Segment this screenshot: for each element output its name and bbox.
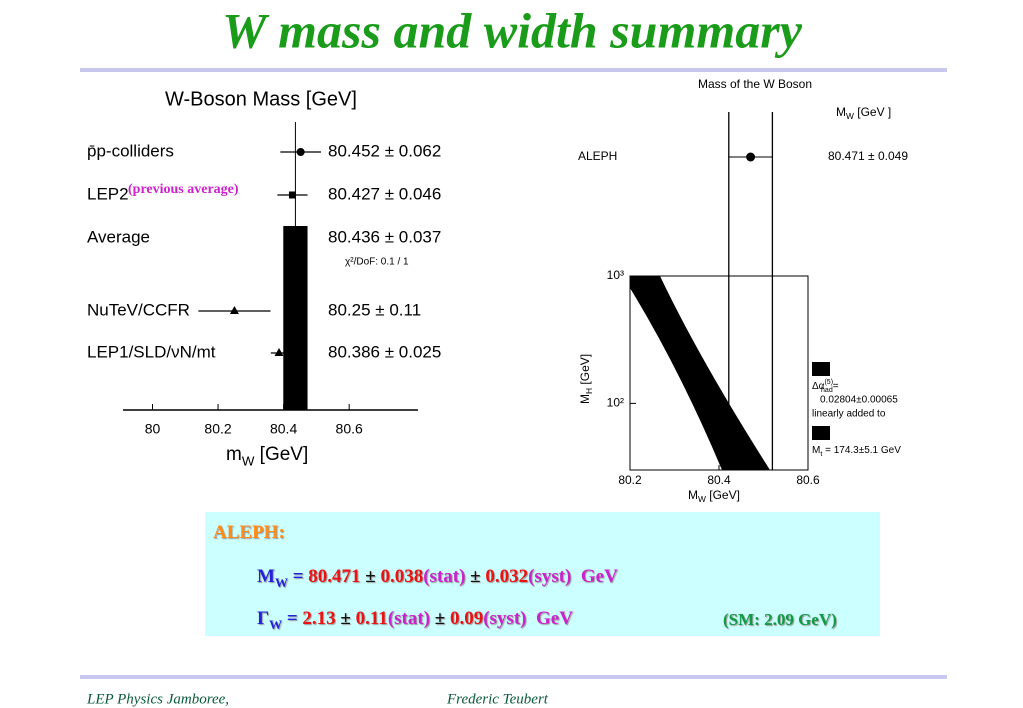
width-line: ΓW = 2.13 ± 0.11(stat) ± 0.09(syst) GeV: [257, 608, 573, 633]
text-segment: 0.038: [380, 566, 424, 587]
text-segment: Γ: [257, 608, 270, 629]
label-symbol: m: [226, 444, 242, 465]
text-segment: ±: [335, 608, 356, 629]
text-segment: ±: [430, 608, 450, 629]
marker: [296, 148, 305, 156]
legend-label: Mt = 174.3±5.1 GeV: [812, 445, 901, 458]
text-segment: (syst): [483, 608, 527, 629]
value-label: 80.471 ± 0.049: [828, 149, 908, 163]
text-segment: GeV: [571, 566, 618, 587]
label-sub: W: [698, 494, 706, 504]
text-segment: (stat): [423, 566, 466, 587]
label-symbol: M: [578, 394, 592, 404]
label-sub: H: [584, 388, 594, 394]
legend-sup: (5): [824, 379, 833, 386]
text-segment: (syst): [528, 566, 572, 587]
x-tick-label: 80.4: [270, 421, 297, 437]
category-label: ALEPH: [578, 149, 617, 163]
text-segment: 80.471: [308, 566, 361, 587]
legend-rest: =: [833, 381, 839, 392]
text-segment: =: [287, 566, 309, 587]
footer-center: Frederic Teubert: [446, 691, 549, 707]
axis-label: mW [GeV]: [226, 444, 308, 468]
sm-band: [630, 276, 770, 470]
category-label: p̄p-colliders: [87, 141, 174, 160]
category-label: Average: [87, 227, 150, 246]
label-sub: W: [242, 453, 255, 468]
marker: [274, 348, 284, 356]
value-label: 80.386 ± 0.025: [328, 342, 441, 361]
label-unit: [GeV]: [578, 354, 592, 388]
text-segment: 2.13: [302, 608, 336, 629]
mass-line: MW = 80.471 ± 0.038(stat) ± 0.032(syst) …: [257, 566, 618, 591]
chart-title: W-Boson Mass [GeV]: [165, 88, 357, 110]
y-tick-label: 10²: [607, 396, 624, 410]
text-segment: ±: [360, 566, 381, 587]
legend-rest: = 174.3±5.1 GeV: [822, 445, 901, 456]
text-segment: GeV: [526, 608, 573, 629]
value-label: 80.427 ± 0.046: [328, 184, 441, 203]
result-box: ALEPH: MW = 80.471 ± 0.038(stat) ± 0.032…: [205, 512, 880, 636]
label-sub: W: [846, 111, 854, 121]
legend-label: Δα(5) had=: [812, 379, 839, 394]
text-segment: ±: [465, 566, 486, 587]
x-tick-label: 80.6: [336, 421, 363, 437]
label-unit: [GeV]: [706, 488, 740, 502]
x-tick-label: 80.2: [618, 473, 642, 487]
axis-label: MW [GeV ]: [836, 105, 891, 121]
category-label: LEP2: [87, 184, 129, 203]
chart-title: Mass of the W Boson: [698, 77, 812, 91]
text-segment: (stat): [387, 608, 431, 629]
axis-label: MW [GeV]: [688, 488, 740, 504]
x-tick-label: 80.6: [796, 473, 820, 487]
footer-left: LEP Physics Jamboree,: [86, 691, 229, 707]
marker: [229, 306, 239, 314]
label-unit: [GeV]: [254, 444, 308, 465]
label-symbol: M: [836, 105, 846, 119]
slide-title: W mass and width summary: [222, 2, 803, 58]
category-label: NuTeV/CCFR: [87, 300, 190, 319]
category-label: LEP1/SLD/νN/mt: [87, 342, 216, 361]
marker: [746, 152, 756, 162]
label-symbol: M: [688, 488, 698, 502]
legend-line: 0.02804±0.00065: [820, 395, 898, 406]
box-heading: ALEPH:: [213, 522, 285, 543]
text-segment: =: [282, 608, 303, 629]
label-unit: [GeV ]: [854, 105, 891, 119]
x-tick-label: 80.2: [204, 421, 231, 437]
y-tick-label: 10³: [607, 268, 624, 282]
axis-label: MH [GeV]: [578, 354, 594, 404]
marker: [288, 191, 296, 199]
legend-swatch: [812, 362, 830, 376]
text-segment: W: [274, 574, 288, 590]
x-tick-label: 80: [145, 421, 161, 437]
legend-sub: had: [821, 387, 833, 394]
legend-sub: t: [820, 451, 822, 458]
legend-line: linearly added to: [812, 409, 886, 420]
text-segment: 0.09: [449, 608, 484, 629]
text-segment: 0.11: [355, 608, 388, 629]
legend-symbol: Δα: [812, 381, 825, 392]
text-segment: 0.032: [485, 566, 529, 587]
value-label: 80.25 ± 0.11: [328, 300, 421, 319]
annotation: χ²/DoF: 0.1 / 1: [345, 257, 409, 268]
value-label: 80.436 ± 0.037: [328, 227, 441, 246]
legend-swatch: [812, 426, 830, 440]
x-tick-label: 80.4: [707, 473, 731, 487]
text-segment: W: [269, 616, 283, 632]
text-segment: M: [257, 566, 275, 587]
sm-note: (SM: 2.09 GeV): [723, 610, 837, 629]
annotation: (previous average): [128, 182, 239, 197]
legend-symbol: M: [812, 445, 820, 456]
value-label: 80.452 ± 0.062: [328, 141, 441, 160]
